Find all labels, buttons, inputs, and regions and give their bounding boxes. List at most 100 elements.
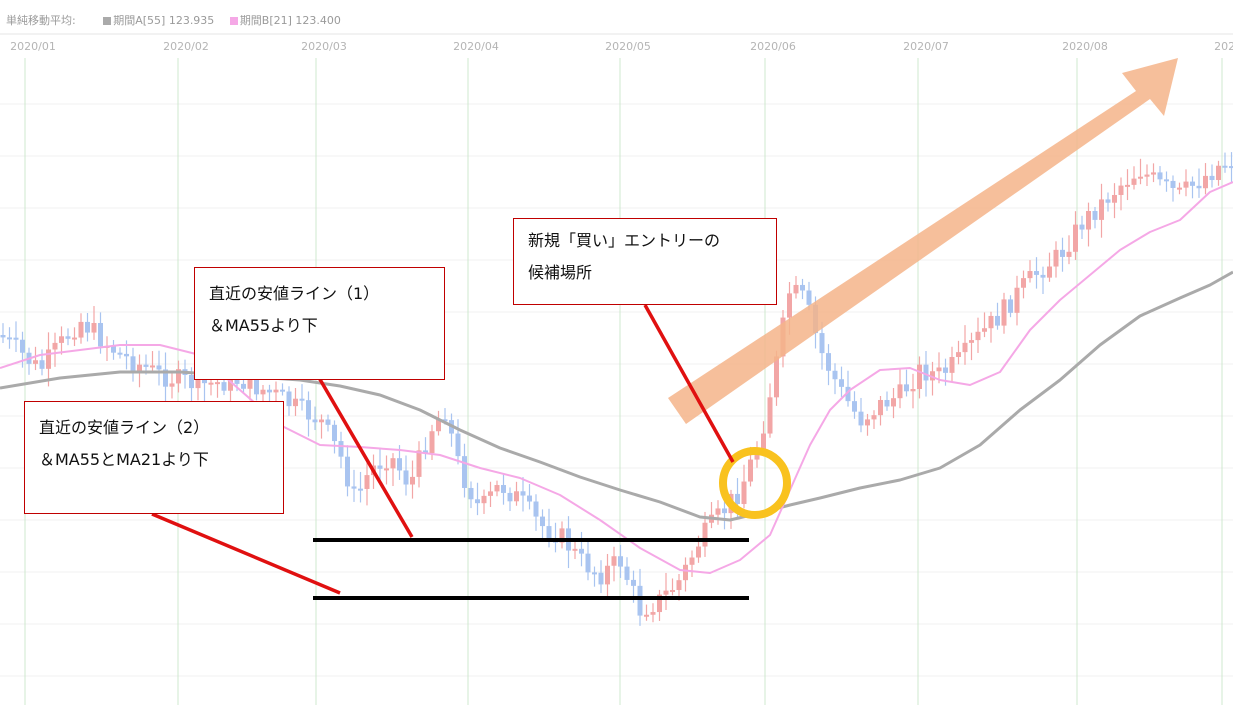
candle-body <box>507 492 513 502</box>
candle-body <box>1190 181 1195 186</box>
candle-body <box>306 400 311 420</box>
legend-label-ma55: 期間A[55] 123.935 <box>113 14 215 27</box>
candle-body <box>163 369 168 387</box>
candle-body <box>891 398 896 407</box>
candle-body <box>143 364 149 367</box>
candle-body <box>468 487 474 500</box>
candle-body <box>1014 287 1020 313</box>
candle-body <box>637 585 643 616</box>
candle-body <box>572 548 578 551</box>
candle-body <box>527 495 532 502</box>
candle-body <box>416 450 422 477</box>
candle-body <box>403 470 409 485</box>
x-tick-label: 2020/08 <box>1062 40 1108 53</box>
candle-body <box>1034 271 1039 275</box>
candle-body <box>1203 175 1208 189</box>
candle-body <box>579 548 584 554</box>
candle-body <box>1164 179 1169 182</box>
callout1-line2: ＆MA55より下 <box>209 316 318 335</box>
candle-body <box>189 374 194 389</box>
candle-body <box>1170 180 1176 188</box>
candle-body <box>1047 266 1052 278</box>
candle-body <box>1125 184 1130 187</box>
candle-body <box>1131 178 1137 185</box>
candle-body <box>800 284 805 291</box>
candle-body <box>117 352 123 355</box>
candle-body <box>260 389 266 395</box>
candle-body <box>65 336 71 339</box>
candle-body <box>618 556 623 567</box>
candle-body <box>585 553 591 573</box>
candle-body <box>631 579 636 586</box>
candle-body <box>969 340 974 343</box>
candle-body <box>319 419 324 423</box>
candle-body <box>429 431 435 454</box>
candle-body <box>1138 176 1143 179</box>
candle-body <box>332 424 337 442</box>
candle-body <box>351 486 357 489</box>
ma55-line <box>0 270 1233 522</box>
candle-body <box>663 590 669 595</box>
candle-body <box>696 546 701 558</box>
candle-body <box>1008 299 1013 313</box>
candle-body <box>20 339 25 353</box>
candle-body <box>130 356 136 372</box>
candle-body <box>1060 249 1065 257</box>
callout-recent-low-1: 直近の安値ライン（1） ＆MA55より下 <box>194 267 445 380</box>
candle-body <box>592 572 597 575</box>
candle-body <box>962 342 968 353</box>
candle-body <box>364 475 370 489</box>
x-axis-tick-labels: 2020/01 2020/02 2020/03 2020/04 2020/05 2020/… <box>10 40 1233 53</box>
candle-body <box>1105 199 1111 203</box>
candle-body <box>221 382 227 391</box>
candle-body <box>241 383 246 389</box>
candle-body <box>1066 251 1072 257</box>
legend-title: 単純移動平均: <box>6 14 76 27</box>
candle-body <box>124 353 129 357</box>
candle-body <box>338 441 344 457</box>
candle-body <box>826 353 831 371</box>
candle-body <box>286 391 292 407</box>
candle-body <box>397 458 402 471</box>
candle-body <box>1144 174 1150 177</box>
candle-body <box>650 612 656 615</box>
candle-body <box>1001 299 1007 326</box>
x-tick-label: 2020/05 <box>605 40 651 53</box>
candle-body <box>488 491 493 496</box>
candle-body <box>949 357 955 373</box>
candle-body <box>605 565 610 585</box>
candle-body <box>546 526 552 539</box>
x-tick-label: 2020/02 <box>163 40 209 53</box>
candle-body <box>1183 181 1189 188</box>
candle-body <box>936 367 942 372</box>
candle-body <box>839 379 844 387</box>
legend-item-ma21[interactable]: 期間B[21] 123.400 <box>229 14 341 27</box>
candle-body <box>39 360 45 369</box>
candle-body <box>436 419 441 432</box>
candle-body <box>481 495 487 504</box>
pointer-callout1 <box>316 375 414 538</box>
candle-body <box>13 337 19 340</box>
candle-body <box>293 398 298 407</box>
callout1-line1: 直近の安値ライン（1） <box>209 284 380 303</box>
callout-buy-entry: 新規「買い」エントリーの 候補場所 <box>513 218 777 305</box>
candle-body <box>904 384 909 392</box>
candle-body <box>683 564 688 581</box>
candle-body <box>273 389 279 393</box>
chart-legend: 単純移動平均: 期間A[55] 123.935 期間B[21] 123.400 <box>6 12 341 28</box>
candle-body <box>1027 271 1033 279</box>
candle-body <box>657 594 662 613</box>
candle-body <box>793 284 799 294</box>
candle-body <box>676 580 682 591</box>
legend-item-ma55[interactable]: 期間A[55] 123.935 <box>103 14 214 27</box>
candle-body <box>1177 187 1182 190</box>
callout2-line2: ＆MA55とMA21より下 <box>39 450 209 469</box>
candle-body <box>917 364 922 390</box>
candle-body <box>169 383 175 387</box>
uptrend-arrow <box>668 58 1178 424</box>
candle-body <box>923 364 929 381</box>
candle-body <box>982 328 987 332</box>
candle-body <box>358 488 363 491</box>
legend-label-ma21: 期間B[21] 123.400 <box>239 14 341 27</box>
